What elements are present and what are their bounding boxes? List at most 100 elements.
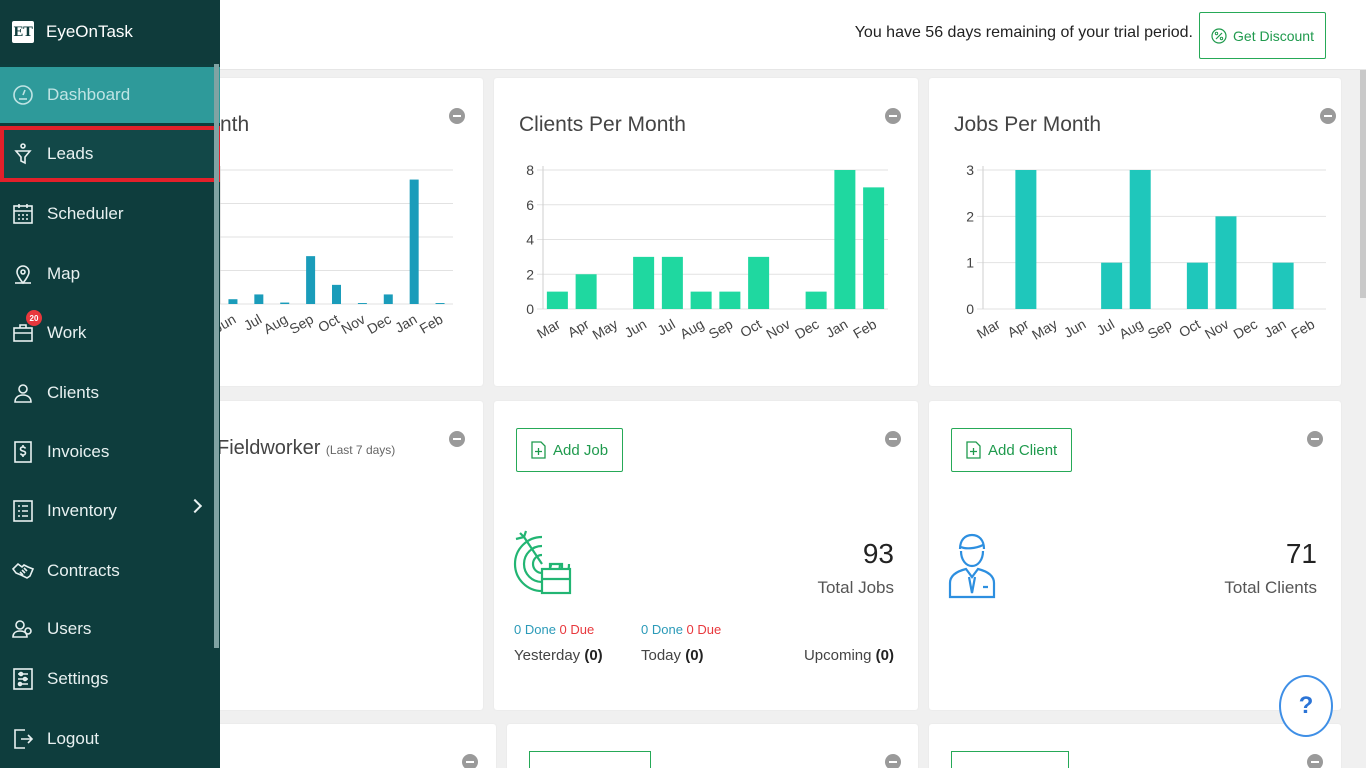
collapse-button[interactable] [885, 431, 901, 447]
collapse-button[interactable] [1307, 754, 1323, 768]
x-tick-label: Nov [763, 316, 793, 342]
clients-summary-card: Add Client 71 Total Clients [929, 401, 1341, 710]
jobs-target-icon [513, 530, 572, 595]
bar-nov[interactable] [1215, 216, 1237, 309]
bar-dec[interactable] [805, 291, 827, 309]
x-tick-label: Dec [792, 316, 822, 342]
bar-jun[interactable] [633, 256, 655, 309]
get-discount-button[interactable]: Get Discount [1199, 12, 1326, 59]
add-job-button[interactable]: Add Job [516, 428, 624, 472]
sidebar: ET EyeOnTask Dashboard Leads Scheduler M… [0, 0, 220, 768]
bar-jul[interactable] [1101, 262, 1123, 309]
sidebar-item-work[interactable]: 20 Work [0, 305, 220, 361]
x-tick-label: Jan [392, 311, 420, 336]
sidebar-item-label: Inventory [47, 501, 117, 520]
bar-jan[interactable] [409, 179, 419, 304]
bar-mar[interactable] [546, 291, 568, 309]
y-tick-label: 0 [966, 301, 974, 317]
bar-aug[interactable] [690, 291, 712, 309]
add-job-label: Add Job [553, 441, 609, 459]
bar-apr[interactable] [1015, 170, 1037, 309]
collapse-button[interactable] [449, 108, 465, 124]
collapse-button[interactable] [885, 754, 901, 768]
bar-oct[interactable] [332, 284, 341, 304]
upcoming-jobs[interactable]: Upcoming (0) [803, 647, 894, 664]
work-count-badge: 20 [26, 310, 42, 326]
bar-apr[interactable] [575, 274, 597, 309]
y-tick-label: 2 [966, 208, 974, 224]
add-client-button[interactable]: Add Client [951, 428, 1073, 472]
bar-nov[interactable] [357, 303, 367, 304]
bar-feb[interactable] [863, 187, 885, 309]
y-tick-label: 1 [966, 255, 974, 271]
sidebar-item-users[interactable]: Users [0, 601, 220, 657]
bar-oct[interactable] [1186, 262, 1208, 309]
sidebar-item-inventory[interactable]: Inventory [0, 483, 220, 539]
yesterday-jobs[interactable]: Yesterday (0) [514, 647, 603, 664]
sidebar-item-settings[interactable]: Settings [0, 651, 220, 707]
sidebar-item-leads[interactable]: Leads [0, 126, 220, 182]
x-tick-label: Jan [823, 316, 851, 341]
bar-aug[interactable] [1129, 170, 1151, 309]
chevron-right-icon[interactable] [187, 498, 203, 514]
y-tick-label: 8 [526, 162, 534, 178]
user-icon [10, 380, 36, 406]
bar-jun[interactable] [228, 299, 238, 304]
bar-oct[interactable] [748, 256, 770, 309]
bar-feb[interactable] [435, 303, 445, 304]
bar-jul[interactable] [254, 294, 264, 304]
sidebar-item-label: Logout [47, 729, 99, 748]
bottom-card-button[interactable] [529, 751, 651, 768]
sidebar-item-label: Work [47, 323, 87, 342]
bottom-card-button[interactable] [951, 751, 1069, 768]
bar-jan[interactable] [1272, 262, 1294, 309]
brand-name: EyeOnTask [46, 22, 133, 41]
collapse-button[interactable] [462, 754, 478, 768]
card-title: Fieldworker (Last 7 days) [217, 437, 396, 459]
today-jobs[interactable]: Today (0) [641, 647, 704, 664]
bar-dec[interactable] [383, 294, 393, 304]
bar-jan[interactable] [834, 170, 856, 309]
x-tick-label: Nov [338, 311, 368, 337]
x-tick-label: Jan [1261, 316, 1289, 341]
sidebar-item-label: Invoices [47, 442, 110, 461]
funnel-icon [10, 141, 36, 167]
map-pin-icon [10, 261, 36, 287]
brand[interactable]: ET EyeOnTask [0, 0, 220, 64]
sidebar-item-invoices[interactable]: Invoices [0, 424, 220, 480]
collapse-button[interactable] [449, 431, 465, 447]
sidebar-item-contracts[interactable]: Contracts [0, 543, 220, 599]
sidebar-item-logout[interactable]: Logout [0, 711, 220, 767]
x-tick-label: Sep [706, 316, 736, 342]
sidebar-item-map[interactable]: Map [0, 246, 220, 302]
y-tick-label: 6 [526, 197, 534, 213]
x-tick-label: Sep [1145, 316, 1175, 342]
collapse-button[interactable] [1320, 108, 1336, 124]
today-status: 0 Done 0 Due [641, 622, 722, 637]
get-discount-label: Get Discount [1233, 27, 1314, 44]
x-tick-label: Sep [287, 311, 317, 337]
collapse-button[interactable] [1307, 431, 1323, 447]
sidebar-scrollbar[interactable] [214, 64, 219, 648]
bar-jul[interactable] [661, 256, 683, 309]
x-tick-label: Apr [1004, 316, 1031, 341]
sidebar-item-scheduler[interactable]: Scheduler [0, 186, 220, 242]
page-scrollbar[interactable] [1360, 70, 1366, 298]
add-file-icon [966, 441, 981, 459]
x-tick-label: Dec [364, 311, 394, 337]
sidebar-item-clients[interactable]: Clients [0, 365, 220, 421]
help-button[interactable]: ? [1279, 675, 1333, 737]
collapse-button[interactable] [885, 108, 901, 124]
bar-sep[interactable] [719, 291, 741, 309]
card-title: nth [220, 113, 250, 136]
card-subtitle: (Last 7 days) [325, 443, 396, 457]
sliders-icon [10, 666, 36, 692]
y-tick-label: 0 [526, 301, 534, 317]
handshake-icon [10, 558, 36, 584]
bar-aug[interactable] [280, 302, 290, 304]
x-tick-label: Jul [654, 316, 678, 339]
x-tick-label: Mar [974, 316, 1003, 342]
bar-sep[interactable] [306, 256, 316, 304]
sidebar-item-dashboard[interactable]: Dashboard [0, 67, 220, 123]
jobs-per-month-card: Jobs Per Month 0 1 2 3 Mar Apr May Jun Jul Aug Sep… [929, 78, 1341, 386]
